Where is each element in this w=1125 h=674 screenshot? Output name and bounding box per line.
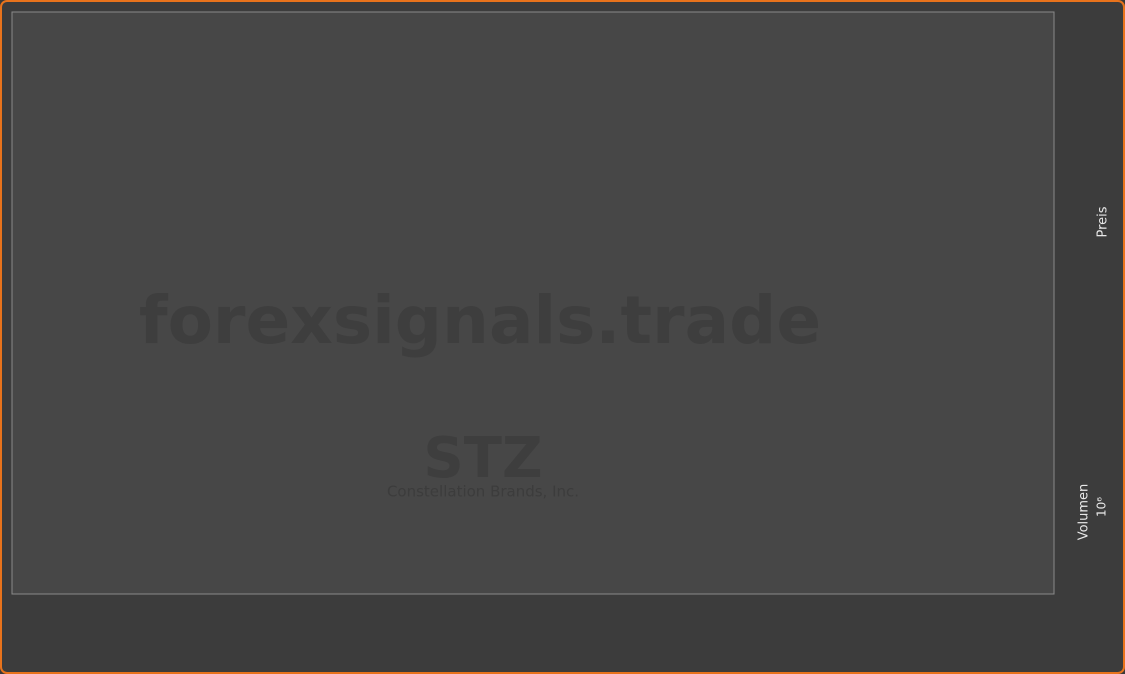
watermark: forexsignals.trade bbox=[139, 282, 821, 359]
plot-area bbox=[11, 11, 1055, 595]
company-watermark: Constellation Brands, Inc. bbox=[387, 483, 579, 501]
ticker-watermark: STZ bbox=[423, 426, 542, 491]
y-axis-label: Preis bbox=[1096, 206, 1111, 237]
volume-scale: 10⁶ bbox=[1095, 497, 1109, 517]
volume-axis-label: Volumen bbox=[1077, 484, 1092, 541]
